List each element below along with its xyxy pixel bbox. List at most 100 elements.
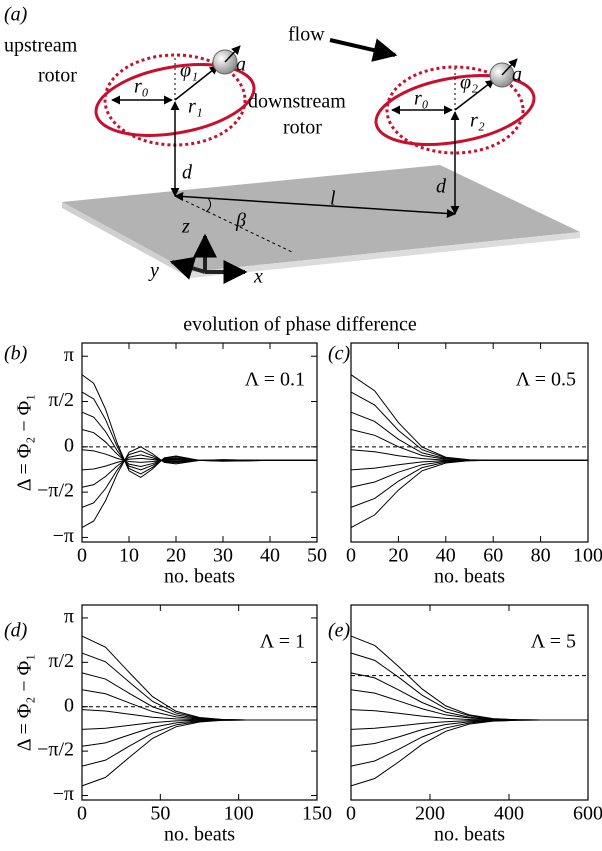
x-tick-label: 80: [531, 545, 551, 567]
x-tick-label: 20: [388, 545, 408, 567]
curve: [81, 719, 317, 787]
annotation: Λ = 1: [260, 631, 305, 653]
curve: [350, 429, 588, 461]
rotor-label: downstream: [248, 91, 346, 113]
axes-frame: [350, 342, 589, 543]
curve: [81, 454, 317, 488]
curve: [350, 652, 588, 721]
radius-label: a: [236, 54, 246, 76]
curve: [350, 411, 588, 461]
curve: [81, 411, 317, 471]
y-tick-label: −π: [53, 783, 74, 805]
curve: [350, 449, 588, 461]
annotation: Λ = 5: [531, 631, 576, 653]
y-tick-label: −π: [53, 525, 74, 547]
y-axis-label: Δ = Φ₂ − Φ₁: [14, 394, 36, 492]
diagram: (a) flow upstream rotor downstream rotor…: [4, 4, 580, 288]
angle-arc: [205, 197, 212, 213]
l-arrow: [174, 192, 456, 218]
trajectory: [374, 74, 536, 146]
y-tick-label: π/2: [48, 389, 74, 411]
r-label: r₂: [470, 110, 485, 132]
rotor-label: rotor: [283, 117, 322, 139]
r-label: r₁: [188, 96, 203, 118]
r-arrow: [174, 65, 219, 101]
panel-label: (a): [4, 4, 28, 26]
curve: [81, 450, 317, 508]
panel-label: (c): [328, 343, 351, 365]
x-tick-label: 0: [77, 545, 87, 567]
projection: [174, 195, 293, 253]
x-axis-label: no. beats: [164, 566, 235, 588]
x-axis-label: no. beats: [164, 824, 235, 846]
rotor-label: upstream: [4, 35, 78, 57]
curve: [81, 391, 317, 475]
x-tick-label: 200: [415, 803, 445, 825]
curve: [81, 446, 317, 529]
x-tick-label: 600: [573, 803, 602, 825]
a-arrow: [501, 58, 518, 76]
d-label: d: [182, 162, 193, 184]
r0-label: r₀: [414, 88, 429, 110]
y-axis: [169, 256, 206, 280]
x-tick-label: 0: [77, 803, 87, 825]
axis-name: y: [148, 260, 159, 282]
d-label: d: [436, 176, 447, 198]
x-tick-label: 400: [494, 803, 524, 825]
r0-label: r₀: [134, 76, 149, 98]
curve: [350, 459, 588, 529]
angle-label: β: [235, 210, 246, 232]
x-tick-label: 20: [166, 545, 186, 567]
axis-name: x: [253, 266, 263, 288]
x-tick-label: 50: [307, 545, 327, 567]
x-tick-label: 100: [573, 545, 602, 567]
x-tick-label: 60: [483, 545, 503, 567]
radius-label: a: [512, 64, 522, 86]
rotor-label: rotor: [38, 65, 77, 87]
phase-label: φ₂: [460, 72, 478, 94]
y-axis-label: Δ = Φ₂ − Φ₁: [14, 654, 36, 752]
section-title: evolution of phase difference: [183, 314, 417, 336]
curve: [81, 719, 317, 747]
x-tick-label: 0: [346, 545, 356, 567]
x-axis-label: no. beats: [434, 566, 505, 588]
x-tick-label: 100: [224, 803, 254, 825]
a-arrow: [224, 45, 241, 63]
axes-frame: [81, 342, 318, 543]
curve: [350, 672, 588, 721]
annotation: Λ = 0.5: [516, 369, 576, 391]
y-tick-label: π: [64, 606, 74, 628]
y-tick-label: −π/2: [37, 739, 74, 761]
axis-name: z: [181, 216, 190, 238]
y-tick-label: π: [64, 344, 74, 366]
y-tick-label: −π/2: [37, 480, 74, 502]
flow-label: flow: [288, 24, 325, 46]
x-tick-label: 10: [119, 545, 139, 567]
trajectory: [94, 63, 256, 137]
curve: [350, 459, 588, 471]
x-axis-label: no. beats: [434, 824, 505, 846]
r-arrow: [454, 79, 495, 111]
phase-label: φ₁: [180, 60, 198, 82]
l-label: l: [330, 188, 336, 210]
curve: [350, 459, 588, 488]
plane-edge: [62, 202, 190, 278]
curve: [81, 429, 317, 467]
orbit: [385, 65, 525, 155]
x-tick-label: 150: [302, 803, 332, 825]
axes-frame: [81, 604, 318, 801]
panel-label: (b): [4, 343, 28, 365]
curve: [350, 719, 588, 787]
plane-edge: [190, 232, 580, 278]
axes-frame: [350, 604, 589, 801]
annotation: Λ = 0.1: [245, 369, 305, 391]
x-tick-label: 40: [436, 545, 456, 567]
x-tick-label: 40: [260, 545, 280, 567]
x-tick-label: 50: [150, 803, 170, 825]
panel-label: (d): [4, 620, 28, 642]
curve: [81, 689, 317, 721]
x-tick-label: 30: [213, 545, 233, 567]
flow-arrow: [329, 38, 398, 62]
curve: [350, 391, 588, 461]
